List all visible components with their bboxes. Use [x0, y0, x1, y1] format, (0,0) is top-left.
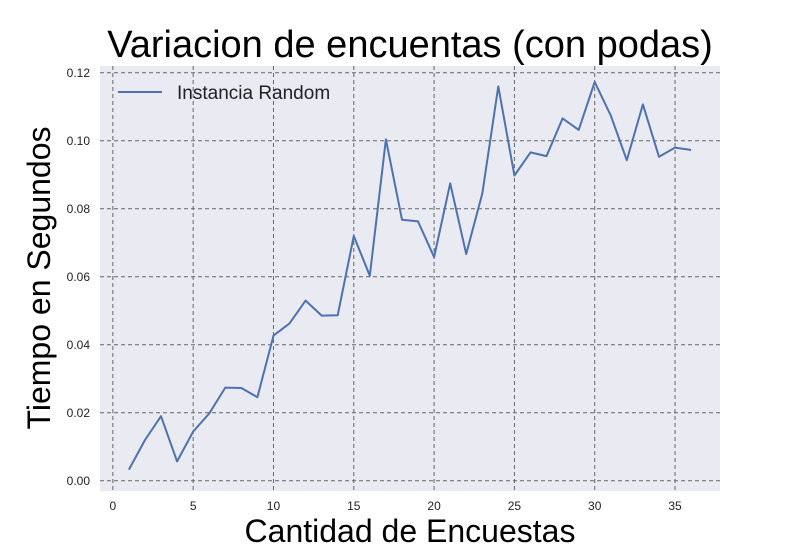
y-tick-label: 0.02	[67, 406, 91, 420]
y-axis-label: Tiempo en Segundos	[21, 126, 57, 429]
legend: Instancia Random	[118, 83, 330, 104]
y-tick-label: 0.06	[67, 270, 91, 284]
series-line	[128, 81, 692, 471]
y-tick-label: 0.10	[67, 134, 91, 148]
y-tick-label: 0.08	[67, 202, 91, 216]
x-axis-label: Cantidad de Encuestas	[245, 513, 576, 549]
y-tick-label: 0.12	[67, 66, 91, 80]
x-tick-label: 0	[110, 499, 117, 513]
tick-labels: 0 5 10 15 20 25 30 35 0.00 0.02 0.04 0.06 0.08 0.10 0.…	[67, 66, 682, 513]
x-tick-label: 30	[588, 499, 602, 513]
y-tick-label: 0.00	[67, 474, 91, 488]
x-tick-label: 25	[508, 499, 522, 513]
x-tick-label: 20	[427, 499, 441, 513]
grid	[100, 66, 720, 491]
x-tick-label: 5	[190, 499, 197, 513]
legend-label: Instancia Random	[177, 83, 330, 104]
series-layer	[128, 81, 692, 471]
x-tick-label: 10	[267, 499, 281, 513]
chart-title: Variacion de encuentas (con podas)	[107, 24, 713, 66]
y-tick-label: 0.04	[67, 338, 91, 352]
x-tick-label: 35	[668, 499, 682, 513]
x-tick-label: 15	[347, 499, 361, 513]
